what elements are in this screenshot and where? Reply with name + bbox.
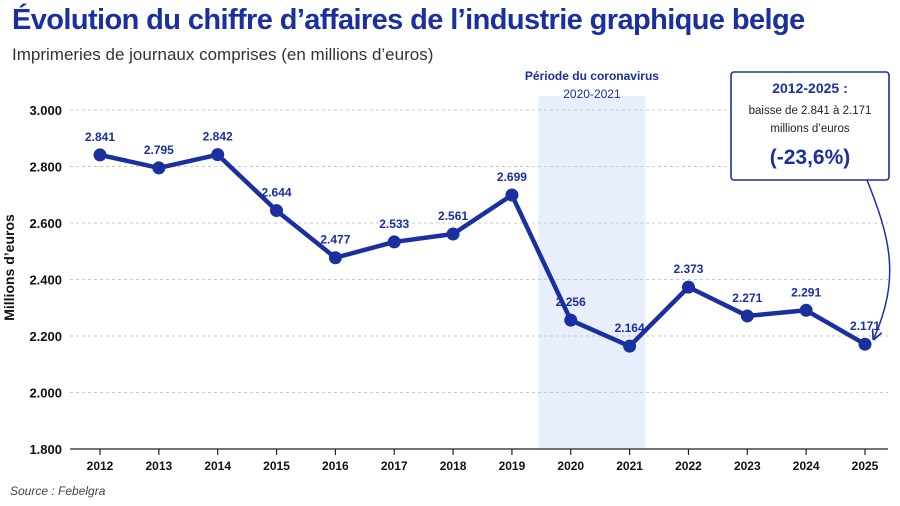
data-point	[93, 148, 107, 162]
x-tick-label: 2022	[675, 459, 702, 473]
data-label: 2.644	[262, 186, 292, 200]
data-label: 2.561	[438, 209, 468, 223]
data-point	[623, 339, 637, 353]
data-label: 2.164	[615, 321, 645, 335]
y-tick-label: 2.400	[29, 273, 62, 288]
data-label: 2.291	[791, 285, 821, 299]
data-point	[446, 227, 460, 241]
highlight-subtitle: 2020-2021	[563, 87, 621, 101]
data-point	[799, 303, 813, 317]
data-point	[505, 188, 519, 202]
callout-arrow	[866, 179, 891, 338]
x-tick-label: 2016	[322, 459, 349, 473]
x-tick-label: 2013	[145, 459, 172, 473]
series-line	[97, 152, 868, 349]
x-tick-label: 2025	[852, 459, 879, 473]
x-tick-label: 2021	[616, 459, 643, 473]
data-label: 2.533	[379, 217, 409, 231]
x-tick-label: 2014	[204, 459, 231, 473]
highlight-band	[538, 96, 646, 449]
data-point	[740, 309, 754, 323]
y-tick-label: 2.200	[29, 329, 62, 344]
data-label: 2.373	[673, 262, 703, 276]
data-point	[211, 148, 225, 162]
callout-box	[730, 71, 890, 181]
data-label: 2.271	[732, 291, 762, 305]
x-tick-label: 2018	[440, 459, 467, 473]
data-point	[270, 204, 284, 218]
source-note: Source : Febelgra	[10, 484, 106, 498]
y-tick-label: 3.000	[29, 103, 62, 118]
callout-title: 2012-2025 :	[772, 80, 848, 96]
callout-line-1: baisse de 2.841 à 2.171	[749, 105, 872, 117]
chart-title: Évolution du chiffre d’affaires de l’ind…	[12, 4, 805, 36]
y-tick-label: 2.000	[29, 386, 62, 401]
data-label: 2.795	[144, 143, 174, 157]
data-label: 2.841	[85, 130, 115, 144]
data-point	[328, 251, 342, 265]
x-tick-label: 2024	[793, 459, 820, 473]
data-point	[387, 235, 401, 249]
data-label: 2.477	[320, 233, 350, 247]
data-label: 2.171	[850, 319, 880, 333]
x-tick-label: 2012	[87, 459, 114, 473]
data-label: 2.256	[556, 295, 586, 309]
x-tick-label: 2020	[557, 459, 584, 473]
y-tick-label: 1.800	[29, 442, 62, 457]
chart-subtitle: Imprimeries de journaux comprises (en mi…	[12, 45, 434, 64]
data-point	[858, 337, 872, 351]
data-label: 2.842	[203, 130, 233, 144]
highlight-title: Période du coronavirus	[525, 69, 659, 83]
y-tick-label: 2.800	[29, 160, 62, 175]
callout-line-2: millions d’euros	[770, 123, 850, 135]
x-tick-label: 2023	[734, 459, 761, 473]
data-point	[681, 280, 695, 294]
data-label: 2.699	[497, 170, 527, 184]
x-tick-label: 2017	[381, 459, 408, 473]
data-point	[152, 161, 166, 175]
x-tick-label: 2015	[263, 459, 290, 473]
x-tick-label: 2019	[499, 459, 526, 473]
callout-value: (-23,6%)	[770, 146, 851, 169]
y-axis-title: Millions d’euros	[1, 214, 17, 321]
y-tick-label: 2.600	[29, 216, 62, 231]
data-point	[564, 313, 578, 327]
